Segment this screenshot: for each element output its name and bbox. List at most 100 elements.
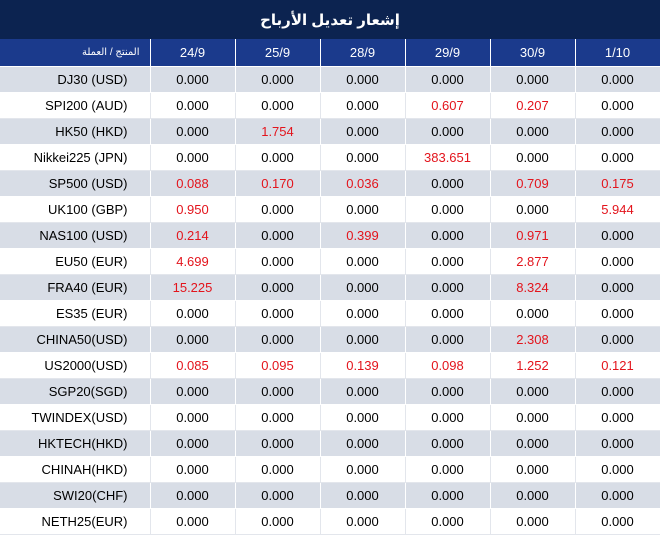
column-header-product: المنتج / العملة	[0, 39, 151, 67]
value-cell: 0.000	[490, 118, 576, 145]
value-cell: 2.877	[490, 248, 576, 275]
value-cell: 0.000	[490, 144, 576, 171]
value-cell: 0.207	[490, 92, 576, 119]
value-cell: 0.000	[150, 92, 236, 119]
page-title: إشعار تعديل الأرباح	[0, 0, 660, 39]
value-cell: 0.000	[490, 430, 576, 457]
product-cell: SPI200 (AUD)	[0, 92, 151, 119]
value-cell: 0.000	[320, 248, 406, 275]
value-cell: 0.000	[490, 456, 576, 483]
table-row: HKTECH(HKD) 0.000 0.000 0.000 0.000 0.000 0.00…	[0, 430, 660, 457]
value-cell: 0.000	[320, 274, 406, 301]
value-cell: 0.000	[575, 144, 660, 171]
table-row: NETH25(EUR) 0.000 0.000 0.000 0.000 0.000 0.00…	[0, 508, 660, 535]
value-cell: 0.000	[320, 404, 406, 431]
value-cell: 0.000	[235, 404, 321, 431]
value-cell: 0.000	[575, 456, 660, 483]
value-cell: 0.000	[235, 300, 321, 327]
value-cell: 0.000	[235, 456, 321, 483]
value-cell: 0.000	[320, 326, 406, 353]
value-cell: 0.000	[235, 274, 321, 301]
value-cell: 0.000	[405, 66, 491, 93]
product-cell: HKTECH(HKD)	[0, 430, 151, 457]
column-header-date: 29/9	[405, 39, 491, 67]
value-cell: 0.000	[320, 92, 406, 119]
product-cell: SP500 (USD)	[0, 170, 151, 197]
table-row: NAS100 (USD) 0.214 0.000 0.399 0.000 0.971 0.0…	[0, 222, 660, 249]
value-cell: 0.000	[150, 300, 236, 327]
value-cell: 0.000	[150, 144, 236, 171]
value-cell: 0.000	[405, 196, 491, 223]
value-cell: 0.000	[405, 404, 491, 431]
value-cell: 4.699	[150, 248, 236, 275]
value-cell: 0.000	[405, 326, 491, 353]
value-cell: 0.000	[405, 170, 491, 197]
product-cell: ES35 (EUR)	[0, 300, 151, 327]
value-cell: 0.000	[235, 482, 321, 509]
value-cell: 8.324	[490, 274, 576, 301]
table-row: SPI200 (AUD) 0.000 0.000 0.000 0.607 0.207 0.0…	[0, 92, 660, 119]
table-header-row: المنتج / العملة 24/9 25/9 28/9 29/9 30/9…	[0, 39, 660, 67]
value-cell: 0.088	[150, 170, 236, 197]
value-cell: 0.000	[150, 430, 236, 457]
table-row: DJ30 (USD) 0.000 0.000 0.000 0.000 0.000 0.000	[0, 66, 660, 93]
value-cell: 0.000	[490, 378, 576, 405]
table-row: CHINAH(HKD) 0.000 0.000 0.000 0.000 0.000 0.00…	[0, 456, 660, 483]
value-cell: 0.000	[235, 196, 321, 223]
value-cell: 0.000	[490, 482, 576, 509]
value-cell: 0.170	[235, 170, 321, 197]
value-cell: 0.000	[235, 66, 321, 93]
value-cell: 0.098	[405, 352, 491, 379]
value-cell: 0.000	[150, 508, 236, 535]
value-cell: 0.000	[575, 222, 660, 249]
value-cell: 0.000	[575, 326, 660, 353]
value-cell: 1.754	[235, 118, 321, 145]
value-cell: 0.000	[490, 404, 576, 431]
table-row: UK100 (GBP) 0.950 0.000 0.000 0.000 0.000 5.94…	[0, 196, 660, 223]
value-cell: 0.000	[150, 326, 236, 353]
value-cell: 0.000	[320, 118, 406, 145]
product-cell: CHINAH(HKD)	[0, 456, 151, 483]
value-cell: 0.000	[150, 456, 236, 483]
value-cell: 0.000	[235, 326, 321, 353]
value-cell: 0.000	[575, 118, 660, 145]
value-cell: 5.944	[575, 196, 660, 223]
value-cell: 0.000	[405, 118, 491, 145]
product-cell: Nikkei225 (JPN)	[0, 144, 151, 171]
product-cell: FRA40 (EUR)	[0, 274, 151, 301]
table-row: FRA40 (EUR) 15.225 0.000 0.000 0.000 8.324 0.0…	[0, 274, 660, 301]
value-cell: 0.950	[150, 196, 236, 223]
value-cell: 0.000	[575, 378, 660, 405]
value-cell: 0.000	[405, 300, 491, 327]
value-cell: 0.214	[150, 222, 236, 249]
value-cell: 0.036	[320, 170, 406, 197]
product-cell: NAS100 (USD)	[0, 222, 151, 249]
value-cell: 0.175	[575, 170, 660, 197]
value-cell: 0.000	[575, 508, 660, 535]
value-cell: 0.000	[575, 274, 660, 301]
value-cell: 0.000	[235, 144, 321, 171]
value-cell: 0.000	[405, 248, 491, 275]
value-cell: 0.095	[235, 352, 321, 379]
product-cell: DJ30 (USD)	[0, 66, 151, 93]
value-cell: 0.000	[320, 482, 406, 509]
value-cell: 0.000	[575, 248, 660, 275]
table-row: HK50 (HKD) 0.000 1.754 0.000 0.000 0.000 0.000	[0, 118, 660, 145]
value-cell: 0.000	[320, 378, 406, 405]
value-cell: 0.000	[150, 404, 236, 431]
value-cell: 0.000	[575, 300, 660, 327]
product-cell: US2000(USD)	[0, 352, 151, 379]
value-cell: 0.000	[150, 118, 236, 145]
value-cell: 0.000	[150, 482, 236, 509]
value-cell: 0.000	[405, 378, 491, 405]
value-cell: 0.000	[575, 482, 660, 509]
product-cell: EU50 (EUR)	[0, 248, 151, 275]
value-cell: 0.000	[490, 300, 576, 327]
value-cell: 0.000	[235, 222, 321, 249]
table-row: ES35 (EUR) 0.000 0.000 0.000 0.000 0.000 0.000	[0, 300, 660, 327]
product-cell: SWI20(CHF)	[0, 482, 151, 509]
value-cell: 0.000	[320, 508, 406, 535]
value-cell: 0.000	[235, 430, 321, 457]
value-cell: 0.000	[150, 378, 236, 405]
